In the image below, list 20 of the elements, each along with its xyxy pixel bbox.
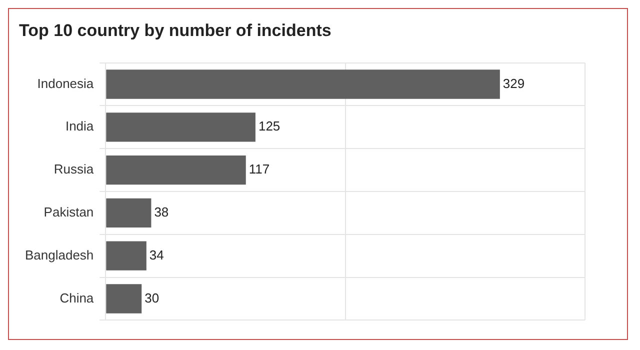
bar bbox=[106, 284, 142, 314]
data-label: 117 bbox=[248, 162, 270, 177]
data-label: 34 bbox=[149, 247, 164, 262]
bar bbox=[106, 241, 146, 270]
y-tick-label: Russia bbox=[54, 162, 94, 177]
data-label: 329 bbox=[502, 76, 525, 91]
y-tick-label: Bangladesh bbox=[24, 247, 94, 262]
bar bbox=[106, 155, 246, 185]
y-tick-label: Pakistan bbox=[44, 204, 94, 220]
bar bbox=[106, 112, 256, 142]
y-tick-label: Indonesia bbox=[37, 76, 94, 91]
data-label: 30 bbox=[144, 290, 160, 306]
bar bbox=[106, 70, 500, 99]
chart-title: Top 10 country by number of incidents bbox=[19, 21, 332, 41]
data-label: 38 bbox=[154, 204, 169, 220]
bar bbox=[106, 198, 152, 228]
page-frame: Top 10 country by number of incidents Indonesia India Russia Pakistan Bangladesh China 329 125 117 38 34 30 bbox=[8, 8, 628, 340]
y-tick-label: India bbox=[65, 118, 94, 134]
y-tick-label: China bbox=[60, 290, 94, 306]
data-label: 125 bbox=[258, 118, 280, 134]
